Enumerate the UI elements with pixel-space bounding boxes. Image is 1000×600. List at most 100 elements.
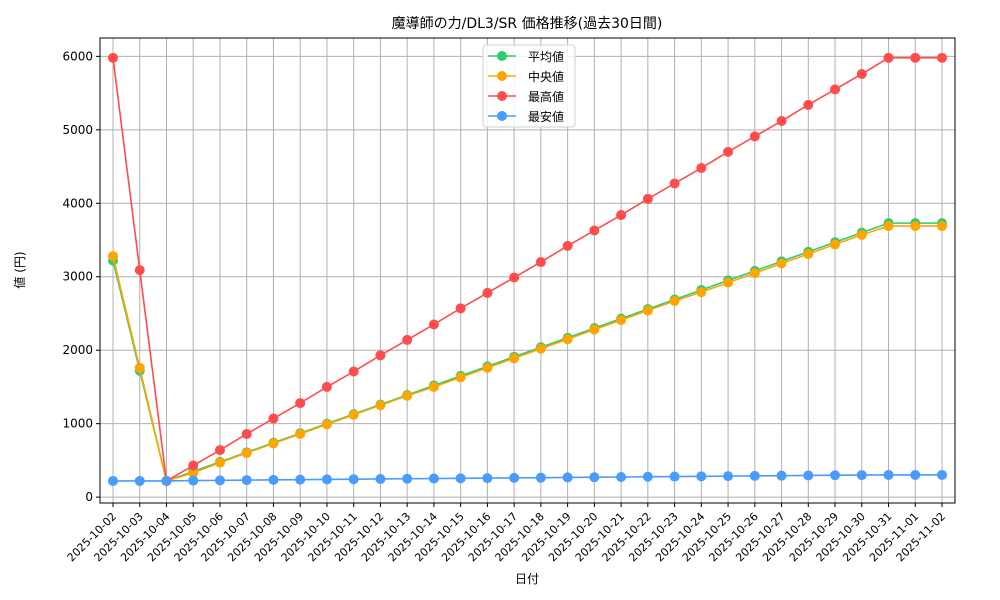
data-point	[669, 178, 680, 189]
data-point	[830, 84, 841, 95]
data-point	[428, 473, 439, 484]
data-point	[723, 146, 734, 157]
data-point	[509, 353, 520, 364]
y-axis-label: 値 (円)	[12, 251, 27, 288]
data-point	[937, 221, 947, 232]
data-point	[616, 471, 627, 482]
data-point	[214, 475, 225, 486]
data-point	[321, 419, 332, 430]
data-point	[910, 469, 921, 480]
chart-title: 魔導師の力/DL3/SR 価格推移(過去30日間)	[392, 16, 663, 32]
data-point	[188, 475, 199, 486]
series-line	[112, 225, 942, 482]
data-point	[642, 305, 653, 316]
data-point	[937, 469, 947, 480]
data-point	[535, 343, 546, 354]
legend-label: 中央値	[528, 69, 564, 84]
data-point	[803, 470, 814, 481]
data-point	[268, 438, 279, 449]
data-point	[535, 472, 546, 483]
data-point	[723, 277, 734, 288]
data-point	[241, 448, 252, 459]
series-3	[108, 469, 947, 486]
plot-frame	[99, 37, 956, 504]
data-point	[214, 457, 225, 468]
data-point	[696, 471, 707, 482]
data-point	[803, 99, 814, 110]
data-point	[830, 470, 841, 481]
data-point	[295, 474, 306, 485]
data-point	[321, 381, 332, 392]
data-point	[883, 221, 894, 232]
data-point	[669, 295, 680, 306]
data-point	[509, 472, 520, 483]
data-point	[749, 470, 760, 481]
data-point	[642, 471, 653, 482]
data-point	[321, 474, 332, 485]
data-point	[482, 473, 493, 484]
data-point	[616, 315, 627, 326]
data-point	[428, 319, 439, 330]
series-line	[113, 474, 942, 482]
data-point	[241, 475, 252, 486]
legend-marker	[497, 71, 507, 81]
series-0	[108, 218, 947, 486]
data-point	[108, 251, 118, 262]
data-point	[188, 467, 199, 478]
legend-marker	[497, 91, 507, 101]
data-point	[910, 221, 921, 232]
series-line	[112, 57, 942, 483]
data-point	[776, 116, 787, 127]
data-point	[134, 265, 145, 276]
data-point	[295, 398, 306, 409]
data-point	[856, 68, 867, 79]
data-point	[134, 475, 145, 486]
data-point	[642, 193, 653, 204]
series-2	[108, 52, 947, 486]
data-point	[428, 381, 439, 392]
y-tick-label: 6000	[62, 49, 93, 63]
data-point	[669, 471, 680, 482]
data-point	[723, 471, 734, 482]
data-point	[509, 272, 520, 283]
legend-label: 最安値	[528, 109, 564, 124]
x-axis-label: 日付	[515, 572, 539, 586]
data-point	[589, 225, 600, 236]
data-point	[108, 475, 118, 486]
data-point	[455, 473, 466, 484]
data-point	[241, 428, 252, 439]
legend-box	[482, 44, 576, 128]
data-point	[856, 229, 867, 240]
data-point	[134, 362, 145, 373]
data-point	[455, 303, 466, 314]
series-line	[112, 222, 942, 483]
data-point	[776, 258, 787, 269]
data-point	[348, 474, 359, 485]
data-point	[402, 390, 413, 401]
data-point	[883, 52, 894, 63]
data-point	[268, 474, 279, 485]
legend-label: 最高値	[528, 89, 564, 104]
data-point	[375, 400, 386, 411]
data-point	[482, 362, 493, 373]
data-point	[696, 287, 707, 298]
data-point	[214, 445, 225, 456]
data-point	[402, 473, 413, 484]
data-point	[616, 210, 627, 221]
data-point	[589, 472, 600, 483]
y-tick-label: 4000	[62, 196, 93, 210]
data-point	[295, 428, 306, 439]
data-point	[937, 52, 947, 63]
legend-label: 平均値	[528, 49, 564, 64]
data-point	[535, 257, 546, 268]
data-point	[856, 470, 867, 481]
data-point	[375, 473, 386, 484]
data-point	[776, 470, 787, 481]
series-1	[108, 221, 947, 486]
legend-marker	[497, 111, 507, 121]
data-point	[696, 163, 707, 174]
data-point	[830, 239, 841, 250]
data-point	[455, 372, 466, 383]
